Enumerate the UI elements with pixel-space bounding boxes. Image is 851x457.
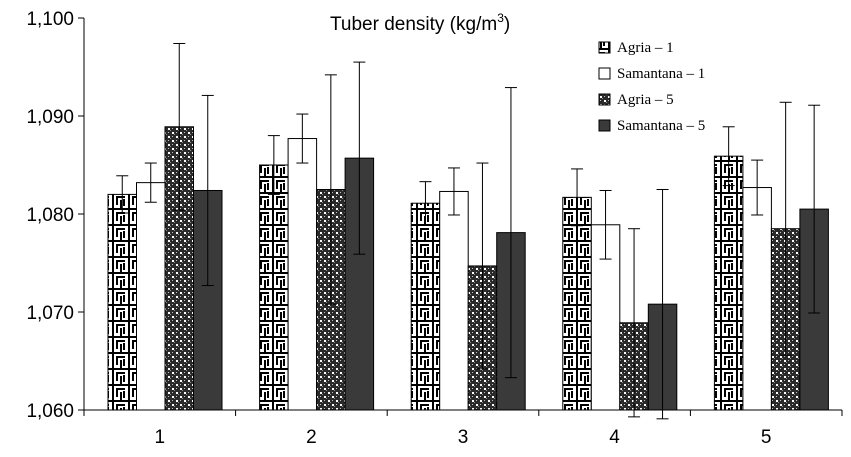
x-tick-label: 4 (609, 427, 620, 448)
chart-title-main: Tuber density (kg/m (330, 14, 497, 35)
y-tick-label: 1,060 (26, 401, 74, 422)
bar (287, 138, 318, 411)
x-tick-label: 5 (761, 427, 772, 448)
y-ticks: 1,060 1,070 1,080 1,090 1,100 (26, 9, 84, 422)
chart-title-close: ) (504, 14, 510, 35)
legend-label: Agria – 5 (617, 92, 674, 108)
legend-label: Samantana – 5 (617, 118, 705, 134)
legend-label: Agria – 1 (617, 40, 674, 56)
bar (562, 196, 592, 411)
y-tick-label: 1,080 (26, 205, 74, 226)
bar (107, 193, 137, 411)
legend-swatch (598, 41, 611, 54)
bar (439, 190, 469, 411)
bar (590, 224, 621, 411)
bar (136, 182, 166, 411)
x-tick-label: 3 (458, 427, 469, 448)
bar (164, 126, 194, 411)
legend-swatch (598, 67, 611, 80)
legend-swatch (598, 119, 611, 132)
y-tick-label: 1,090 (26, 107, 74, 128)
bar (259, 164, 289, 411)
y-tick-label: 1,100 (26, 9, 74, 30)
bars (107, 126, 829, 411)
bar (713, 155, 744, 411)
legend-swatch (598, 93, 611, 106)
bar (742, 187, 772, 411)
x-ticks: 1 2 3 4 5 (83, 410, 843, 448)
legend-label: Samantana – 1 (617, 66, 705, 82)
error-bars (116, 42, 821, 420)
x-tick-label: 1 (155, 427, 166, 448)
bar (410, 202, 441, 411)
chart-title-superscript: 3 (497, 11, 504, 25)
legend: Agria – 1 Samantana – 1 Agria – 5 Samantana… (598, 40, 705, 134)
y-tick-label: 1,070 (26, 303, 74, 324)
chart-title: Tuber density (kg/m3) (330, 11, 510, 35)
x-tick-label: 2 (306, 427, 317, 448)
